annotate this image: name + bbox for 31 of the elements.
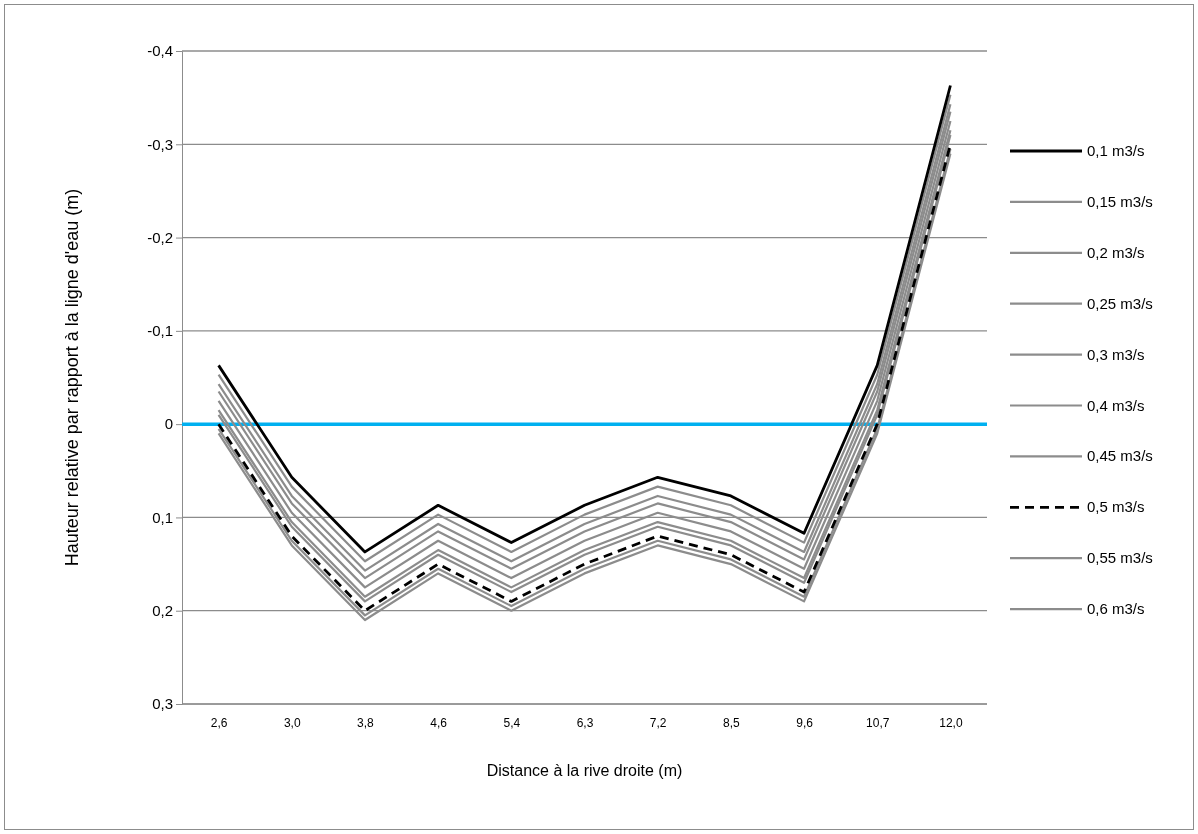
x-tick-label: 7,2 [649,715,667,730]
x-axis-title: Distance à la rive droite (m) [486,762,683,779]
x-tick-label: 4,6 [430,715,448,730]
legend-label: 0,1 m3/s [1087,142,1145,159]
legend-label: 0,55 m3/s [1087,549,1153,567]
y-tick-label: 0 [164,415,173,433]
y-tick-label: 0,1 [152,508,173,526]
legend-label: 0,2 m3/s [1087,243,1145,261]
legend-label: 0,45 m3/s [1087,447,1153,465]
y-tick-label: -0,3 [147,135,173,153]
legend-label: 0,15 m3/s [1087,192,1153,210]
legend-label: 0,25 m3/s [1087,294,1153,312]
x-tick-label: 10,7 [866,715,890,730]
legend-label: 0,5 m3/s [1087,498,1145,516]
x-tick-label: 12,0 [939,715,963,730]
x-tick-label: 3,8 [357,715,375,730]
legend-label: 0,3 m3/s [1087,345,1145,363]
y-tick-label: 0,3 [152,695,173,713]
legend-label: 0,6 m3/s [1087,600,1145,618]
y-axis-title: Hauteur relative par rapport à la ligne d'eau (m) [62,188,82,567]
x-tick-label: 9,6 [796,715,814,730]
x-tick-label: 8,5 [723,715,741,730]
y-tick-label: -0,2 [147,228,173,246]
y-tick-label: -0,4 [147,42,173,60]
y-tick-label: 0,2 [152,602,173,620]
x-tick-label: 5,4 [503,715,521,730]
x-tick-label: 2,6 [210,715,228,730]
legend-label: 0,4 m3/s [1087,396,1145,414]
x-tick-label: 3,0 [283,715,301,730]
x-tick-label: 6,3 [576,715,594,730]
y-tick-label: -0,1 [147,322,173,340]
